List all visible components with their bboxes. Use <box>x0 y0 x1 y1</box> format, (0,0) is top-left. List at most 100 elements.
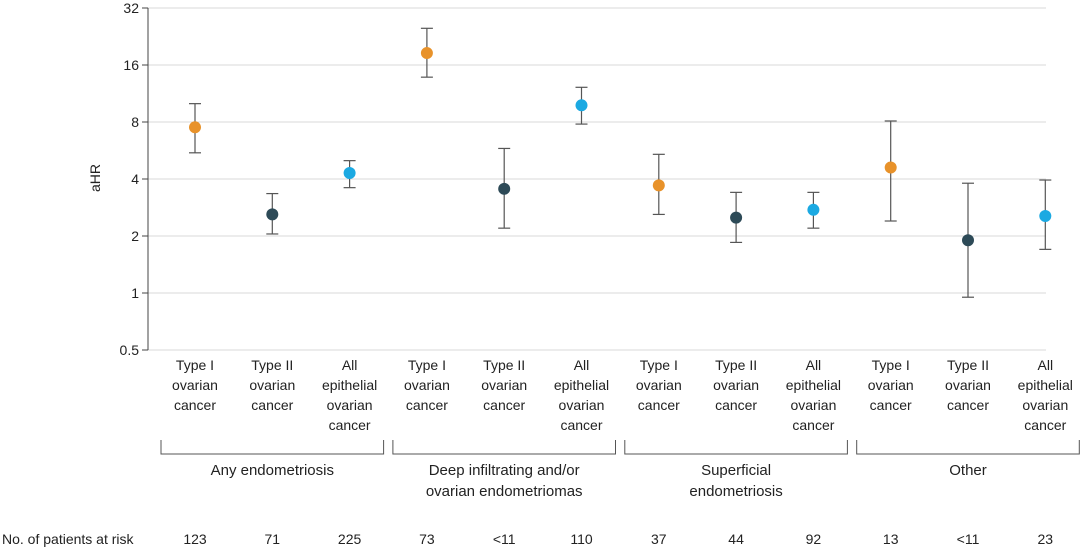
group-label: Other <box>949 462 987 479</box>
point-marker <box>343 167 356 180</box>
estimate-point <box>575 86 588 125</box>
risk-value: <11 <box>957 531 980 547</box>
y-axis-title: aHR <box>87 164 103 192</box>
y-tick-label: 8 <box>131 114 139 130</box>
category-label: All epithelial ovarian cancer <box>1018 357 1073 433</box>
category-label-line: Type I <box>408 357 446 373</box>
category-label-line: ovarian <box>249 377 295 393</box>
point-marker <box>189 121 201 134</box>
y-tick-label: 1 <box>131 285 139 301</box>
y-tick-label: 0.5 <box>120 342 140 358</box>
y-tick-label: 4 <box>131 171 139 187</box>
group-label-line: Any endometriosis <box>211 462 334 479</box>
category-label-line: cancer <box>638 397 680 413</box>
category-label-line: Type II <box>947 357 989 373</box>
category-label-line: cancer <box>1024 417 1066 433</box>
estimate-point <box>189 103 201 154</box>
category-label-line: ovarian <box>559 397 605 413</box>
point-marker <box>575 99 588 112</box>
category-label-line: cancer <box>174 397 216 413</box>
category-label-line: cancer <box>947 397 989 413</box>
category-label: Type I ovarian cancer <box>868 357 914 413</box>
estimate-point <box>652 153 665 216</box>
group-bracket <box>160 440 385 455</box>
risk-value: 23 <box>1038 531 1054 547</box>
category-label-line: epithelial <box>554 377 609 393</box>
group-label: Superficial endometriosis <box>689 462 782 500</box>
point-marker <box>730 211 743 224</box>
risk-value: 225 <box>338 531 362 547</box>
category-label: Type II ovarian cancer <box>945 357 991 413</box>
category-label-line: epithelial <box>322 377 377 393</box>
category-label: Type I ovarian cancer <box>404 357 450 413</box>
y-tick-label: 2 <box>131 228 139 244</box>
risk-row-title: No. of patients at risk <box>2 531 135 547</box>
estimate-point <box>884 120 897 222</box>
group-bracket <box>392 440 616 455</box>
estimate-point <box>420 27 433 78</box>
category-label-line: All <box>1038 357 1054 373</box>
y-tick-label: 32 <box>123 0 139 16</box>
category-label-line: ovarian <box>1022 397 1068 413</box>
category-label-line: All <box>342 357 358 373</box>
category-label-line: All <box>806 357 822 373</box>
category-label-line: cancer <box>792 417 834 433</box>
category-label-line: ovarian <box>172 377 218 393</box>
category-label-line: ovarian <box>327 397 373 413</box>
category-label-line: cancer <box>483 397 525 413</box>
risk-value: 37 <box>651 531 667 547</box>
category-label-line: ovarian <box>790 397 836 413</box>
category-label: Type II ovarian cancer <box>713 357 759 413</box>
risk-row: No. of patients at risk 123 71 225 73 <11 110… <box>2 531 1053 547</box>
category-label-line: cancer <box>251 397 293 413</box>
estimate-point <box>962 182 974 298</box>
y-axis: aHR 0.5 1 2 4 8 16 32 <box>87 0 149 358</box>
category-label-line: Type I <box>872 357 910 373</box>
risk-value: 71 <box>265 531 281 547</box>
risk-value: 13 <box>883 531 899 547</box>
point-marker <box>420 47 433 60</box>
point-marker <box>962 234 974 247</box>
group-label-line: ovarian endometriomas <box>426 483 583 500</box>
estimate-point <box>498 147 511 229</box>
category-label: Type I ovarian cancer <box>636 357 682 413</box>
category-label: All epithelial ovarian cancer <box>786 357 841 433</box>
point-marker <box>884 161 897 174</box>
category-label-line: Type I <box>640 357 678 373</box>
category-label-line: epithelial <box>786 377 841 393</box>
category-label-line: ovarian <box>713 377 759 393</box>
estimate-point <box>730 191 743 244</box>
estimate-point <box>1039 179 1052 250</box>
category-label-line: cancer <box>329 417 371 433</box>
estimate-point <box>343 160 356 189</box>
category-label-line: cancer <box>715 397 757 413</box>
point-marker <box>266 208 279 221</box>
category-label-line: All <box>574 357 590 373</box>
group-label-line: Deep infiltrating and/or <box>429 462 580 479</box>
point-marker <box>807 203 820 216</box>
risk-value: 110 <box>570 531 593 547</box>
category-label-line: Type II <box>483 357 525 373</box>
category-label-line: cancer <box>560 417 602 433</box>
point-marker <box>1039 210 1052 223</box>
risk-value: 92 <box>806 531 822 547</box>
point-marker <box>652 179 665 192</box>
group-bracket <box>624 440 848 455</box>
group-label-line: Other <box>949 462 987 479</box>
risk-value: 123 <box>183 531 207 547</box>
data-points <box>189 27 1052 298</box>
category-label-line: epithelial <box>1018 377 1073 393</box>
group-label-line: endometriosis <box>689 483 782 500</box>
group-bracket <box>856 440 1080 455</box>
group-label: Deep infiltrating and/or ovarian endometr… <box>426 462 583 500</box>
category-label-line: ovarian <box>636 377 682 393</box>
category-label: All epithelial ovarian cancer <box>554 357 609 433</box>
category-label-line: Type I <box>176 357 214 373</box>
category-label-line: ovarian <box>868 377 914 393</box>
group-label: Any endometriosis <box>211 462 334 479</box>
group-brackets: Any endometriosis Deep infiltrating and/o… <box>160 440 1080 500</box>
risk-value: <11 <box>493 531 516 547</box>
category-label: Type II ovarian cancer <box>481 357 527 413</box>
estimate-point <box>266 192 279 235</box>
